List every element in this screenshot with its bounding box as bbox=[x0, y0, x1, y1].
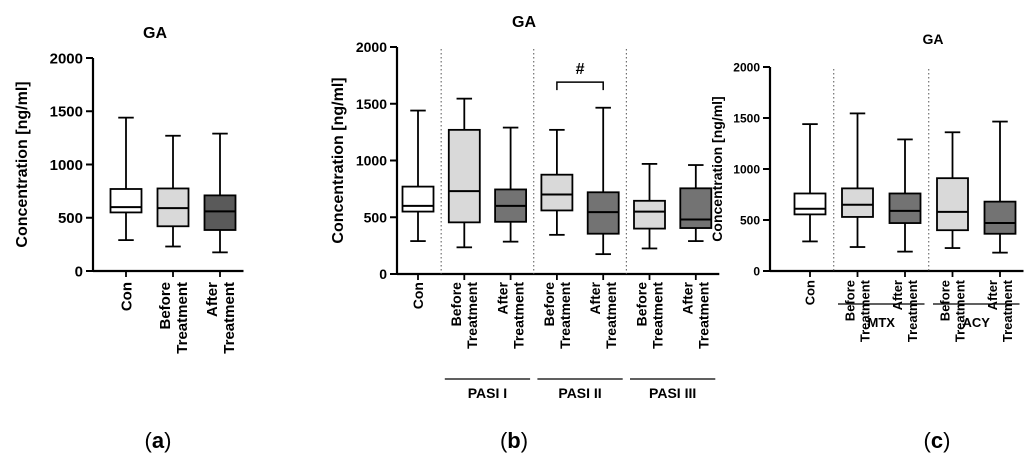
box-1 bbox=[841, 112, 874, 248]
category-label: After bbox=[680, 281, 696, 314]
box-iqr bbox=[936, 177, 969, 232]
y-tick-label: 2000 bbox=[733, 60, 760, 74]
category-label: Con bbox=[118, 282, 135, 311]
y-tick-label: 1000 bbox=[50, 157, 83, 174]
y-tick-label: 0 bbox=[753, 264, 760, 278]
group-label: PASI III bbox=[649, 385, 696, 401]
category-label: Before bbox=[843, 280, 858, 321]
significance-mark: # bbox=[576, 61, 585, 78]
y-tick-label: 2000 bbox=[356, 39, 387, 55]
significance-bracket bbox=[556, 81, 604, 91]
panel-c: GA 0 500 1000 1500 2000 Concentration [ng/ml] C… bbox=[709, 31, 1024, 453]
category-label: Treatment bbox=[1000, 279, 1015, 342]
box-iqr bbox=[109, 188, 143, 214]
box-3 bbox=[540, 128, 574, 236]
box-2 bbox=[203, 132, 237, 254]
group-label: ACY bbox=[963, 315, 991, 330]
category-label: Before bbox=[541, 282, 557, 327]
box-5 bbox=[633, 163, 666, 250]
box-3 bbox=[936, 131, 969, 249]
box-1 bbox=[447, 97, 481, 249]
box-iqr bbox=[447, 128, 481, 224]
category-label: Treatment bbox=[174, 282, 191, 354]
group-label: PASI II bbox=[558, 385, 601, 401]
category-label: Treatment bbox=[221, 282, 238, 354]
category-label: After bbox=[204, 282, 221, 317]
category-label: After bbox=[495, 281, 511, 314]
box-4 bbox=[983, 120, 1017, 254]
category-label: After bbox=[587, 281, 603, 314]
panel-label: (c) bbox=[924, 428, 951, 453]
category-label: Treatment bbox=[696, 282, 712, 349]
category-label: Before bbox=[938, 280, 953, 321]
y-tick-label: 0 bbox=[379, 266, 387, 282]
box-iqr bbox=[793, 192, 827, 216]
y-tick-label: 500 bbox=[364, 209, 388, 225]
category-label: Con bbox=[803, 280, 818, 305]
box-iqr bbox=[633, 199, 666, 230]
y-tick-label: 1500 bbox=[733, 111, 760, 125]
y-tick-label: 1500 bbox=[356, 96, 387, 112]
category-label: Con bbox=[410, 282, 426, 309]
box-iqr bbox=[540, 173, 574, 212]
category-label: Treatment bbox=[858, 279, 873, 342]
box-0 bbox=[401, 109, 435, 242]
box-iqr bbox=[679, 187, 713, 229]
category-label: Treatment bbox=[953, 279, 968, 342]
category-label: Treatment bbox=[511, 282, 527, 349]
box-2 bbox=[888, 138, 922, 253]
category-label: Treatment bbox=[603, 282, 619, 349]
category-label: Treatment bbox=[464, 282, 480, 349]
box-0 bbox=[109, 116, 143, 242]
category-label: Before bbox=[157, 282, 174, 330]
y-axis-label: Concentration [ng/ml] bbox=[14, 81, 31, 247]
box-1 bbox=[156, 134, 190, 248]
category-label: Before bbox=[633, 282, 649, 327]
panel-a: GA 0 500 1000 1500 2000 Concentration [ng/ml] C… bbox=[14, 25, 244, 453]
box-4 bbox=[586, 106, 620, 256]
chart-title: GA bbox=[512, 14, 536, 31]
box-iqr bbox=[888, 192, 922, 224]
y-tick-label: 0 bbox=[75, 263, 83, 280]
y-tick-label: 2000 bbox=[50, 50, 83, 67]
group-label: PASI I bbox=[468, 385, 507, 401]
category-label: Treatment bbox=[649, 282, 665, 349]
category-label: Treatment bbox=[905, 279, 920, 342]
y-tick-label: 1000 bbox=[356, 153, 387, 169]
box-2 bbox=[494, 126, 528, 243]
category-label: After bbox=[890, 280, 905, 310]
box-0 bbox=[793, 123, 827, 243]
chart-title: GA bbox=[923, 31, 944, 47]
box-iqr bbox=[983, 200, 1017, 235]
y-tick-label: 1000 bbox=[733, 162, 760, 176]
category-label: Before bbox=[448, 282, 464, 327]
category-label: After bbox=[985, 280, 1000, 310]
box-iqr bbox=[203, 194, 237, 231]
box-iqr bbox=[841, 187, 874, 218]
y-tick-label: 500 bbox=[740, 213, 760, 227]
box-6 bbox=[679, 164, 713, 242]
group-label: MTX bbox=[868, 315, 896, 330]
y-axis-label: Concentration [ng/ml] bbox=[709, 96, 725, 241]
panel-label: (b) bbox=[500, 428, 528, 453]
panel-b: GA 0 500 1000 1500 2000 Concentration [ng/ml] C… bbox=[330, 14, 720, 453]
box-iqr bbox=[401, 185, 435, 213]
y-axis-label: Concentration [ng/ml] bbox=[330, 77, 347, 243]
chart-title: GA bbox=[143, 25, 167, 42]
panel-label: (a) bbox=[145, 428, 172, 453]
y-tick-label: 1500 bbox=[50, 104, 83, 121]
y-tick-label: 500 bbox=[58, 210, 83, 227]
category-label: Treatment bbox=[557, 282, 573, 349]
